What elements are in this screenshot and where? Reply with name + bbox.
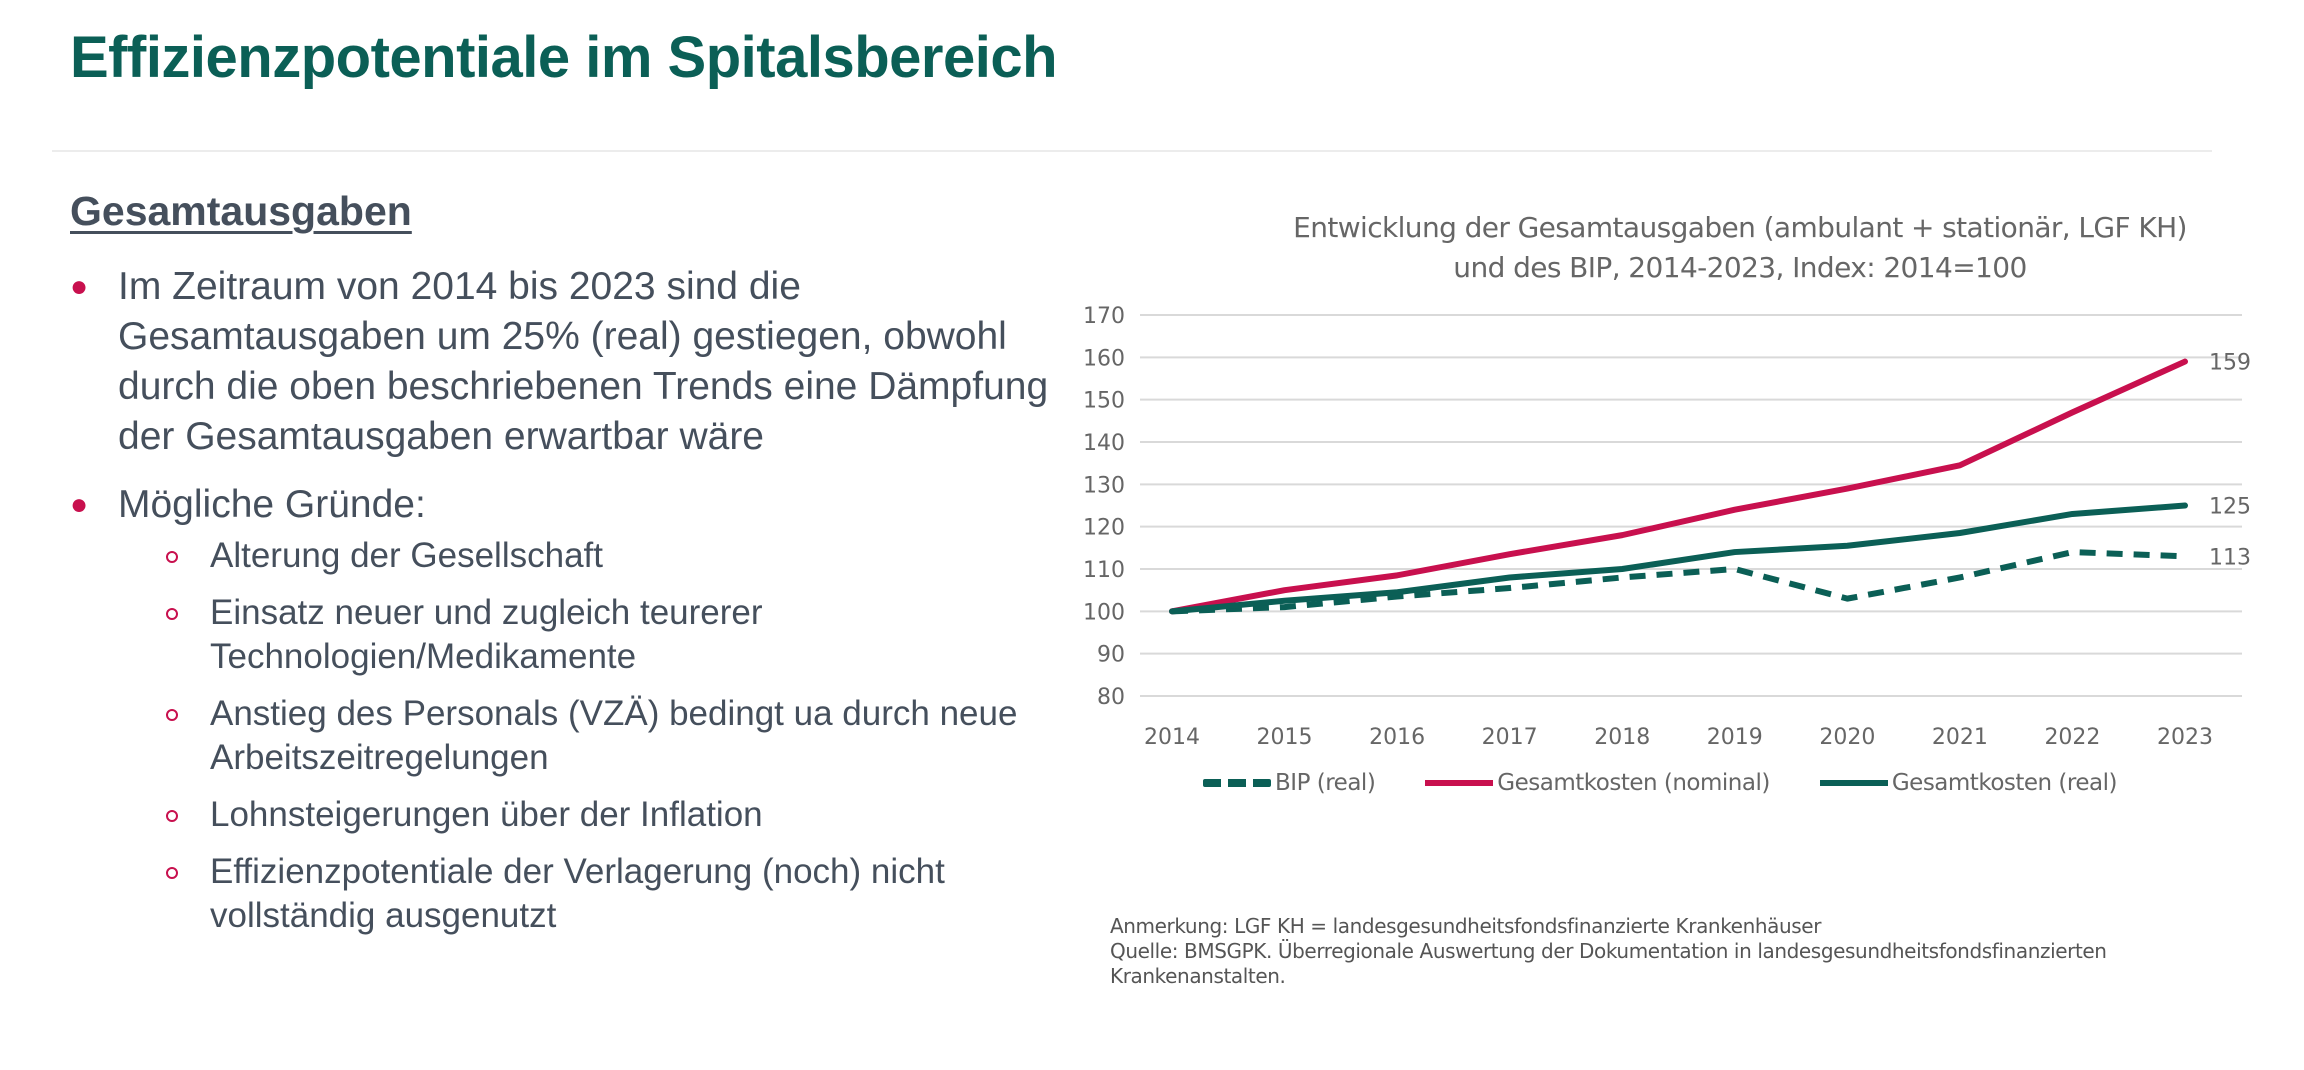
bullet-dot-icon: ● <box>70 270 89 303</box>
sub-bullet-list: Alterung der Gesellschaft Einsatz neuer … <box>118 534 1080 938</box>
page-title: Effizienzpotentiale im Spitalsbereich <box>70 25 1058 90</box>
x-tick-label: 2020 <box>1819 725 1875 750</box>
end-value-label: 125 <box>2209 495 2251 520</box>
sub-bullet-text: Lohnsteigerungen über der Inflation <box>210 795 763 834</box>
title-divider <box>52 150 2212 152</box>
ring-bullet-icon <box>166 867 178 879</box>
x-tick-label: 2021 <box>1932 725 1988 750</box>
ring-bullet-icon <box>166 810 178 822</box>
sub-bullet-text: Einsatz neuer und zugleich teurerer Tech… <box>210 593 763 676</box>
bullet-text: Mögliche Gründe: <box>118 483 426 526</box>
sub-bullet-item: Anstieg des Personals (VZÄ) bedingt ua d… <box>118 692 1080 780</box>
legend-item-bip-real: BIP (real) <box>1203 770 1376 796</box>
y-tick-label: 120 <box>1083 516 1125 541</box>
x-tick-label: 2014 <box>1144 725 1200 750</box>
x-tick-label: 2018 <box>1594 725 1650 750</box>
sub-bullet-item: Effizienzpotentiale der Verlagerung (noc… <box>118 850 1080 938</box>
legend-label: Gesamtkosten (real) <box>1891 770 2118 796</box>
footnote: Anmerkung: LGF KH = landesgesundheitsfon… <box>1110 914 2210 989</box>
bullet-dot-icon: ● <box>70 488 89 521</box>
bullet-text: Im Zeitraum von 2014 bis 2023 sind die G… <box>118 265 1049 458</box>
footnote-note: Anmerkung: LGF KH = landesgesundheitsfon… <box>1110 914 1822 938</box>
ring-bullet-icon <box>166 608 178 620</box>
footnote-source: Quelle: BMSGPK. Überregionale Auswertung… <box>1110 939 2107 988</box>
y-tick-label: 130 <box>1083 473 1125 498</box>
section-heading: Gesamtausgaben <box>70 188 412 234</box>
legend-swatch-green <box>1819 780 1888 786</box>
series-line-2 <box>1169 502 2188 615</box>
x-tick-label: 2017 <box>1482 725 1538 750</box>
series-line-1 <box>1169 358 2188 615</box>
end-value-label: 159 <box>2209 351 2251 376</box>
chart-subtitle: und des BIP, 2014-2023, Index: 2014=100 <box>1453 251 2027 284</box>
y-tick-label: 160 <box>1083 346 1125 371</box>
legend-swatch-dashed <box>1203 779 1272 787</box>
bullet-item: ● Im Zeitraum von 2014 bis 2023 sind die… <box>70 262 1080 462</box>
gridlines <box>1140 314 2242 697</box>
x-tick-label: 2016 <box>1369 725 1425 750</box>
y-tick-label: 80 <box>1097 685 1125 710</box>
sub-bullet-item: Lohnsteigerungen über der Inflation <box>118 793 1080 837</box>
ring-bullet-icon <box>166 709 178 721</box>
sub-bullet-text: Alterung der Gesellschaft <box>210 536 603 575</box>
y-tick-label: 100 <box>1083 600 1125 625</box>
x-tick-label: 2019 <box>1707 725 1763 750</box>
y-tick-label: 170 <box>1083 304 1125 329</box>
chart-title-line-1: Entwicklung der Gesamtausgaben (ambulant… <box>1293 211 2187 244</box>
y-tick-label: 110 <box>1083 558 1125 583</box>
x-tick-label: 2022 <box>2044 725 2100 750</box>
bullet-list: ● Im Zeitraum von 2014 bis 2023 sind die… <box>70 262 1080 956</box>
legend-swatch-red <box>1425 780 1494 786</box>
legend-item-nominal: Gesamtkosten (nominal) <box>1425 770 1770 796</box>
sub-bullet-item: Alterung der Gesellschaft <box>118 534 1080 578</box>
end-value-label: 113 <box>2209 545 2251 570</box>
sub-bullet-text: Effizienzpotentiale der Verlagerung (noc… <box>210 852 945 935</box>
bullet-item: ● Mögliche Gründe: Alterung der Gesellsc… <box>70 480 1080 938</box>
ring-bullet-icon <box>166 551 178 563</box>
series-line-0 <box>1171 549 2186 615</box>
y-tick-label: 150 <box>1083 389 1125 414</box>
legend-item-real: Gesamtkosten (real) <box>1819 770 2118 796</box>
y-tick-label: 140 <box>1083 431 1125 456</box>
x-axis-ticks: 2014 2015 2016 2017 2018 2019 2020 2021 2022 2023 <box>1144 725 2213 750</box>
chart-legend: BIP (real) Gesamtkosten (nominal) Gesamt… <box>1180 770 2140 796</box>
end-labels: 113 159 125 <box>2209 351 2251 571</box>
legend-label: BIP (real) <box>1275 770 1376 796</box>
chart-title: Entwicklung der Gesamtausgaben (ambulant… <box>1120 208 2304 288</box>
legend-label: Gesamtkosten (nominal) <box>1497 770 1770 796</box>
sub-bullet-item: Einsatz neuer und zugleich teurerer Tech… <box>118 591 1080 679</box>
sub-bullet-text: Anstieg des Personals (VZÄ) bedingt ua d… <box>210 694 1018 777</box>
y-axis-ticks: 170 160 150 140 130 120 110 100 90 80 <box>1083 304 1125 710</box>
y-tick-label: 90 <box>1097 643 1125 668</box>
series-lines <box>1169 358 2188 615</box>
x-tick-label: 2023 <box>2157 725 2213 750</box>
x-tick-label: 2015 <box>1257 725 1313 750</box>
